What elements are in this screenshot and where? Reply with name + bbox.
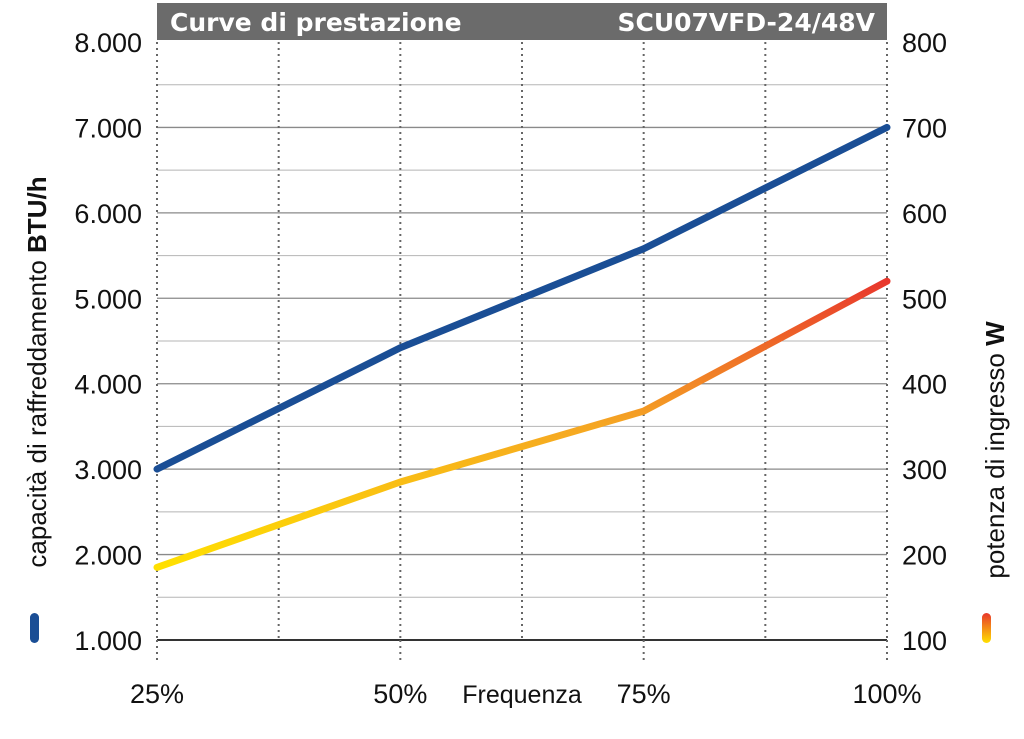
x-axis-label: Frequenza: [462, 681, 582, 709]
y-right-tick-label: 400: [902, 370, 947, 400]
y-right-tick-label: 500: [902, 284, 947, 314]
axes: [156, 42, 888, 662]
y-left-tick-label: 2.000: [74, 541, 142, 571]
x-tick-label: 75%: [617, 679, 671, 709]
y-right-tick-label: 800: [902, 28, 947, 58]
y-right-tick-label: 100: [902, 626, 947, 656]
y-left-tick-label: 1.000: [74, 626, 142, 656]
y-left-tick-label: 4.000: [74, 370, 142, 400]
grid: [157, 42, 887, 640]
y-right-tick-label: 700: [902, 113, 947, 143]
y-right-tick-label: 300: [902, 455, 947, 485]
y-axis-left-label-text: capacità di raffreddamento: [22, 253, 52, 568]
legend-swatch-capacity: [30, 613, 39, 643]
series-line-capacity: [153, 123, 891, 473]
series-line-power: [153, 277, 891, 571]
svg-text:potenza di ingresso W: potenza di ingresso W: [980, 321, 1010, 579]
svg-text:capacità di raffreddamento BTU: capacità di raffreddamento BTU/h: [22, 176, 52, 567]
y-axis-left-label: capacità di raffreddamento BTU/h: [22, 176, 52, 567]
y-right-tick-label: 200: [902, 541, 947, 571]
y-axis-right-label-text: potenza di ingresso: [980, 346, 1010, 579]
series-lines: [153, 123, 891, 571]
y-left-tick-label: 5.000: [74, 284, 142, 314]
y-left-tick-label: 7.000: [74, 113, 142, 143]
x-tick-label: 50%: [373, 679, 427, 709]
y-left-tick-label: 8.000: [74, 28, 142, 58]
x-tick-label: 25%: [130, 679, 184, 709]
header-band: [157, 3, 887, 40]
tick-labels: 1.000 2.000 3.000 4.000 5.000 6.000 7.000 8.000…: [74, 28, 947, 709]
y-axis-right-label-unit: W: [980, 321, 1010, 346]
y-axis-right-label: potenza di ingresso W: [980, 321, 1010, 579]
y-right-tick-label: 600: [902, 199, 947, 229]
legend-swatch-power: [982, 613, 991, 643]
chart-title: Curve di prestazione: [170, 8, 462, 37]
chart-model: SCU07VFD-24/48V: [617, 8, 875, 37]
x-tick-label: 100%: [852, 679, 921, 709]
y-left-tick-label: 6.000: [74, 199, 142, 229]
y-axis-left-label-unit: BTU/h: [22, 176, 52, 253]
y-left-tick-label: 3.000: [74, 455, 142, 485]
